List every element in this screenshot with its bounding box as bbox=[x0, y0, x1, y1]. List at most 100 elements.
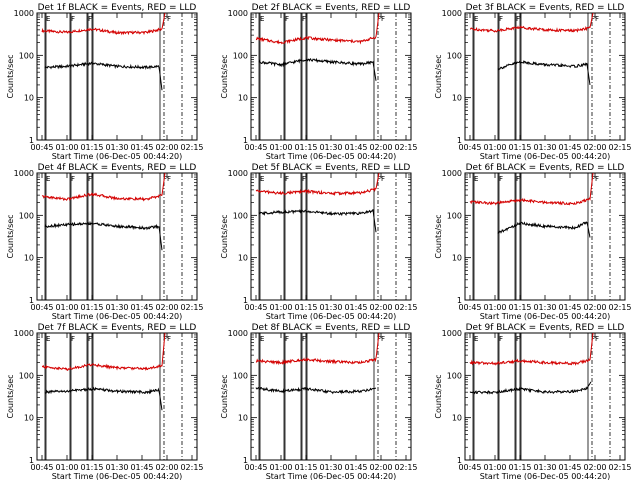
y-tick-label: 1 bbox=[457, 296, 462, 305]
interval-marker: FF bbox=[591, 335, 599, 343]
y-axis-label: Counts/sec bbox=[6, 54, 15, 98]
y-tick-label: 10 bbox=[24, 414, 34, 423]
x-tick-label: 02:00 bbox=[369, 303, 392, 312]
interval-marker: E bbox=[474, 175, 478, 183]
y-tick-label: 10 bbox=[238, 94, 248, 103]
plot-frame bbox=[36, 332, 198, 461]
events-series-line bbox=[44, 386, 163, 411]
x-tick-label: 01:00 bbox=[483, 143, 506, 152]
x-tick-label: 02:00 bbox=[583, 303, 606, 312]
interval-marker: FF bbox=[163, 15, 171, 23]
interval-marker: FF bbox=[163, 335, 171, 343]
x-tick-label: 02:15 bbox=[180, 303, 203, 312]
panel-title: Det 5f BLACK = Events, RED = LLD bbox=[252, 163, 411, 173]
x-axis-label: Start Time (06-Dec-05 00:44:20) bbox=[480, 152, 611, 161]
x-tick-label: 02:15 bbox=[608, 303, 631, 312]
panel-title: Det 4f BLACK = Events, RED = LLD bbox=[38, 163, 197, 173]
x-tick-label: 00:45 bbox=[244, 143, 267, 152]
x-tick-label: 01:00 bbox=[55, 463, 78, 472]
y-tick-label: 1 bbox=[243, 296, 248, 305]
x-tick-label: 02:00 bbox=[155, 303, 178, 312]
x-tick-label: 02:00 bbox=[583, 463, 606, 472]
x-tick-label: 01:30 bbox=[319, 303, 342, 312]
x-tick-label: 01:45 bbox=[130, 143, 153, 152]
y-tick-label: 10 bbox=[452, 94, 462, 103]
x-tick-label: 02:15 bbox=[394, 303, 417, 312]
plot-frame bbox=[36, 172, 198, 301]
y-tick-label: 10 bbox=[452, 254, 462, 263]
x-axis-label: Start Time (06-Dec-05 00:44:20) bbox=[480, 312, 611, 321]
interval-marker: FF bbox=[591, 175, 599, 183]
x-axis-label: Start Time (06-Dec-05 00:44:20) bbox=[52, 152, 183, 161]
y-tick-label: 1000 bbox=[442, 9, 462, 18]
panel-2: Det 2f BLACK = Events, RED = LLD 1 10 100 10… bbox=[220, 3, 418, 161]
plot-frame bbox=[250, 332, 412, 461]
y-tick-label: 1 bbox=[243, 136, 248, 145]
x-axis-label: Start Time (06-Dec-05 00:44:20) bbox=[52, 312, 183, 321]
panel-4: Det 4f BLACK = Events, RED = LLD 1 10 100 10… bbox=[6, 163, 204, 321]
y-tick-label: 100 bbox=[233, 211, 248, 220]
events-series-line bbox=[258, 57, 377, 81]
x-tick-label: 01:15 bbox=[508, 303, 531, 312]
lld-series-line bbox=[41, 13, 166, 36]
interval-marker: E bbox=[260, 175, 264, 183]
panel-title: Det 9f BLACK = Events, RED = LLD bbox=[466, 323, 625, 333]
interval-marker: F bbox=[71, 335, 75, 343]
x-tick-label: 01:30 bbox=[105, 303, 128, 312]
y-tick-label: 1000 bbox=[14, 9, 34, 18]
x-axis-label: Start Time (06-Dec-05 00:44:20) bbox=[52, 472, 183, 480]
x-tick-label: 00:45 bbox=[244, 463, 267, 472]
x-tick-label: 01:45 bbox=[344, 303, 367, 312]
x-tick-label: 01:00 bbox=[269, 143, 292, 152]
interval-marker: F bbox=[499, 175, 503, 183]
x-tick-label: 01:00 bbox=[269, 463, 292, 472]
y-tick-label: 1000 bbox=[228, 329, 248, 338]
y-tick-label: 1000 bbox=[442, 329, 462, 338]
x-tick-label: 02:00 bbox=[369, 463, 392, 472]
y-tick-label: 1000 bbox=[228, 169, 248, 178]
interval-marker: F bbox=[516, 335, 520, 343]
y-tick-label: 10 bbox=[24, 254, 34, 263]
y-tick-label: 100 bbox=[233, 371, 248, 380]
x-tick-label: 02:15 bbox=[608, 143, 631, 152]
interval-marker: E bbox=[474, 335, 478, 343]
interval-marker: F bbox=[88, 175, 92, 183]
interval-marker: F bbox=[285, 15, 289, 23]
x-tick-label: 02:15 bbox=[180, 463, 203, 472]
x-tick-label: 01:15 bbox=[508, 463, 531, 472]
interval-marker: F bbox=[88, 335, 92, 343]
panel-9: Det 9f BLACK = Events, RED = LLD 1 10 100 10… bbox=[434, 323, 632, 480]
y-tick-label: 1000 bbox=[442, 169, 462, 178]
panel-8: Det 8f BLACK = Events, RED = LLD 1 10 100 10… bbox=[220, 323, 418, 480]
x-axis-label: Start Time (06-Dec-05 00:44:20) bbox=[266, 472, 397, 480]
y-axis-label: Counts/sec bbox=[6, 214, 15, 258]
x-tick-label: 00:45 bbox=[244, 303, 267, 312]
lld-series-line bbox=[255, 13, 380, 45]
interval-marker: E bbox=[46, 15, 50, 23]
panel-6: Det 6f BLACK = Events, RED = LLD 1 10 100 10… bbox=[434, 163, 632, 321]
events-series-line bbox=[258, 209, 377, 233]
y-tick-label: 1 bbox=[29, 456, 34, 465]
panel-5: Det 5f BLACK = Events, RED = LLD 1 10 100 10… bbox=[220, 163, 418, 321]
x-tick-label: 01:30 bbox=[533, 303, 556, 312]
interval-marker: FF bbox=[377, 335, 385, 343]
y-axis-label: Counts/sec bbox=[220, 54, 229, 98]
panel-1: Det 1f BLACK = Events, RED = LLD 1 10 100 10… bbox=[6, 3, 204, 161]
y-tick-label: 1000 bbox=[14, 169, 34, 178]
plot-frame bbox=[250, 12, 412, 141]
interval-marker: F bbox=[285, 175, 289, 183]
x-tick-label: 01:15 bbox=[80, 303, 103, 312]
y-tick-label: 100 bbox=[19, 211, 34, 220]
x-tick-label: 01:00 bbox=[269, 303, 292, 312]
y-tick-label: 1 bbox=[29, 136, 34, 145]
events-series-line bbox=[469, 381, 592, 395]
x-axis-label: Start Time (06-Dec-05 00:44:20) bbox=[480, 472, 611, 480]
y-axis-label: Counts/sec bbox=[220, 214, 229, 258]
x-tick-label: 01:30 bbox=[533, 463, 556, 472]
x-axis-label: Start Time (06-Dec-05 00:44:20) bbox=[266, 312, 397, 321]
x-tick-label: 01:15 bbox=[294, 143, 317, 152]
x-tick-label: 02:00 bbox=[155, 463, 178, 472]
panel-title: Det 1f BLACK = Events, RED = LLD bbox=[38, 3, 197, 13]
y-tick-label: 1 bbox=[457, 136, 462, 145]
